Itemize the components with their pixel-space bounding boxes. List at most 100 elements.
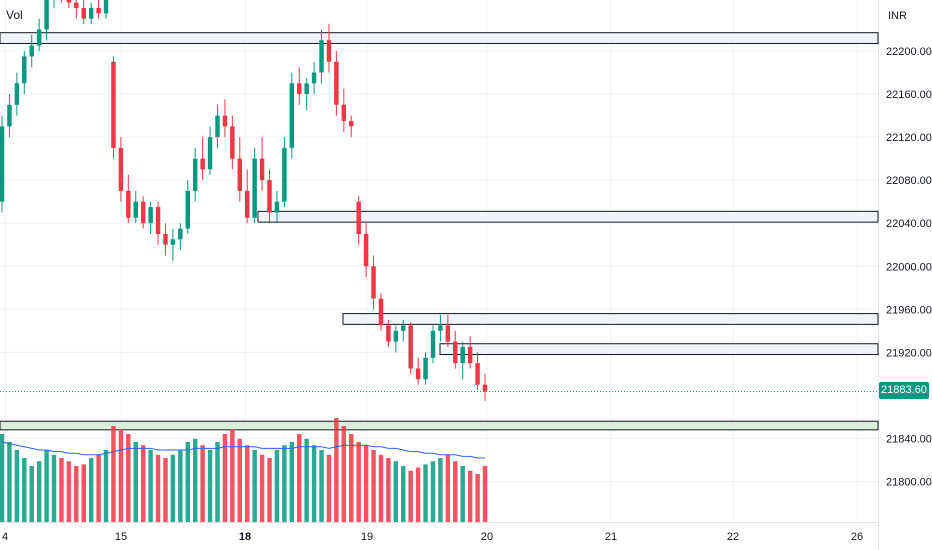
- candle-body: [423, 357, 428, 380]
- volume-bar: [445, 454, 451, 522]
- candle-body: [363, 233, 369, 267]
- volume-bar: [341, 426, 347, 522]
- candle-body: [244, 190, 250, 218]
- candle-body: [22, 56, 27, 84]
- volume-bar: [200, 445, 205, 522]
- volume-bar: [237, 438, 243, 522]
- volume-bar: [334, 418, 339, 522]
- volume-bar: [319, 450, 324, 522]
- x-tick-label: 21: [605, 531, 617, 543]
- candle-body: [118, 147, 124, 191]
- candle-body: [140, 201, 146, 224]
- candle-body: [430, 330, 436, 358]
- volume-bar: [423, 464, 428, 522]
- volume-bar: [453, 461, 458, 522]
- zone-rectangle: [342, 313, 879, 325]
- candle-body: [215, 115, 220, 138]
- volume-bar: [103, 450, 109, 522]
- x-tick-label: 20: [481, 531, 493, 543]
- candle-body: [74, 2, 79, 8]
- candle-body: [7, 104, 12, 127]
- candle-body: [192, 158, 198, 191]
- candle-body: [96, 7, 101, 14]
- volume-bar: [393, 461, 399, 522]
- volume-bar: [0, 434, 5, 522]
- candle-body: [29, 45, 34, 57]
- volume-bar: [140, 445, 146, 522]
- candle-body: [460, 346, 465, 364]
- volume-bar: [96, 454, 101, 522]
- candle-body: [482, 384, 488, 392]
- volume-bar: [51, 454, 57, 522]
- x-tick-label: 26: [851, 531, 863, 543]
- candle-body: [222, 115, 228, 127]
- y-tick-label: 22120.00: [886, 132, 932, 144]
- zone-rectangle: [257, 210, 879, 223]
- volume-bar: [111, 426, 116, 522]
- candle-body: [0, 126, 5, 202]
- candle-body: [274, 201, 280, 213]
- y-tick-label: 21800.00: [886, 477, 932, 489]
- volume-bar: [66, 461, 72, 522]
- volume-bar: [59, 458, 64, 522]
- candle-body: [66, 0, 72, 3]
- candle-body: [445, 325, 451, 342]
- volume-bar: [155, 454, 161, 522]
- volume-bar: [88, 458, 94, 522]
- volume-bar: [304, 438, 309, 522]
- volume-bar: [259, 454, 265, 522]
- y-tick-label: 21920.00: [886, 347, 932, 359]
- candle-body: [467, 346, 473, 364]
- candle-body: [111, 61, 116, 148]
- volume-bar: [7, 442, 12, 522]
- last-price-tag: 21883.60: [879, 382, 929, 399]
- candle-body: [237, 158, 243, 191]
- candle-body: [401, 325, 406, 331]
- candle-body: [453, 341, 458, 364]
- volume-bar: [14, 450, 20, 522]
- x-tick-label: 4: [2, 531, 8, 543]
- candle-body: [155, 207, 161, 234]
- x-tick-label: 18: [239, 531, 251, 543]
- candle-body: [326, 40, 332, 62]
- volume-bar: [163, 458, 168, 522]
- candle-body: [319, 40, 324, 73]
- candle-body: [103, 0, 109, 14]
- volume-bar: [230, 429, 235, 522]
- candle-body: [148, 207, 153, 224]
- volume-bar: [74, 466, 79, 522]
- volume-bar: [356, 442, 361, 522]
- candle-body: [356, 201, 361, 234]
- candle-body: [170, 239, 176, 245]
- volume-bar: [274, 450, 280, 522]
- candle-body: [252, 158, 257, 218]
- volume-bar: [36, 461, 42, 522]
- candle-body: [200, 158, 205, 170]
- volume-bar: [192, 438, 198, 522]
- candle-body: [438, 325, 443, 331]
- y-tick-label: 22200.00: [886, 46, 932, 58]
- y-tick-label: 22160.00: [886, 89, 932, 101]
- candle-body: [282, 147, 287, 202]
- candle-body: [230, 126, 235, 159]
- volume-bar: [326, 454, 332, 522]
- candle-body: [408, 325, 413, 369]
- candle-body: [81, 7, 86, 19]
- volume-bar: [297, 434, 302, 522]
- y-tick-label: 22000.00: [886, 261, 932, 273]
- candle-body: [289, 83, 295, 148]
- y-tick-label: 22080.00: [886, 175, 932, 187]
- candle-body: [334, 61, 339, 105]
- candle-body: [126, 190, 131, 218]
- volume-bar: [185, 442, 190, 522]
- volume-bar: [289, 442, 295, 522]
- currency-label: INR: [888, 10, 907, 22]
- candle-body: [267, 180, 272, 213]
- volume-bar: [467, 470, 473, 522]
- candle-body: [88, 7, 94, 19]
- candle-body: [133, 201, 138, 218]
- volume-bar: [215, 442, 220, 522]
- volume-bar: [378, 454, 384, 522]
- x-tick-label: 15: [115, 531, 127, 543]
